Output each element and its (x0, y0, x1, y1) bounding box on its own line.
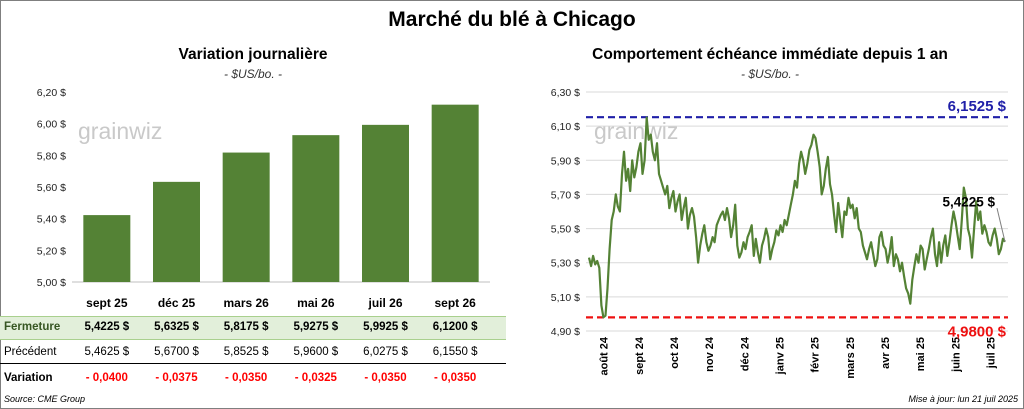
bar-category-label: déc 25 (158, 296, 196, 310)
table-cell-close: 5,9925 $ (363, 321, 408, 333)
table-row-variation: Variation - 0,0400 - 0,0375 - 0,0350 - 0,03… (0, 368, 506, 390)
update-note: Mise à jour: lun 21 juil 2025 (908, 394, 1018, 404)
previous-label: Précédent (4, 346, 57, 358)
reference-line-label: 6,1525 $ (948, 98, 1007, 115)
table-cell-prev: 5,9600 $ (293, 346, 339, 358)
table-cell-prev: 5,8525 $ (223, 346, 269, 358)
bar-category-label: mars 26 (223, 296, 269, 310)
watermark-logo: grainwiz (594, 118, 678, 144)
line-y-tick-label: 5,70 $ (551, 189, 580, 201)
table-cell-close: 5,4225 $ (84, 321, 130, 333)
bar (362, 124, 409, 282)
last-value-leader (996, 207, 1006, 242)
line-x-tick-label: juin 25 (950, 337, 962, 373)
bar (153, 181, 200, 282)
line-y-tick-label: 5,90 $ (551, 155, 580, 167)
line-x-tick-label: avr 25 (880, 337, 892, 369)
line-x-tick-label: oct 24 (669, 336, 681, 369)
line-y-tick-label: 5,30 $ (551, 258, 580, 270)
bar-category-label: sept 26 (434, 296, 476, 310)
table-cell-prev: 5,4625 $ (84, 346, 130, 358)
line-y-tick-label: 4,90 $ (551, 326, 580, 338)
line-x-tick-label: mai 25 (915, 337, 927, 371)
line-chart-subtitle: - $US/bo. - (740, 67, 800, 81)
bar-chart: 5,00 $ 5,20 $ 5,40 $ 5,60 $ 5,80 $ 6,00 $ 6,20… (37, 87, 490, 310)
bar-chart-title: Variation journalière (178, 46, 328, 63)
table-cell-close: 5,9275 $ (293, 321, 339, 333)
line-x-tick-label: mars 25 (845, 337, 857, 379)
table-cell-close: 5,8175 $ (223, 321, 269, 333)
table-row-close: Fermeture 5,4225 $ 5,6325 $ 5,8175 $ 5,9275… (0, 316, 506, 340)
bar-chart-subtitle: - $US/bo. - (223, 67, 283, 81)
bar-category-label: sept 25 (86, 296, 128, 310)
line-y-tick-label: 5,10 $ (551, 292, 580, 304)
bar-y-tick-label: 5,60 $ (37, 182, 66, 194)
table-cell-var: - 0,0350 (364, 372, 407, 384)
line-x-tick-label: juil 25 (985, 337, 997, 369)
line-x-tick-label: sept 24 (634, 336, 646, 375)
table-cell-prev: 6,0275 $ (363, 346, 408, 358)
line-chart-title: Comportement échéance immédiate depuis 1… (592, 46, 948, 63)
table-cell-var: - 0,0375 (155, 372, 198, 384)
table-cell-var: - 0,0350 (434, 372, 477, 384)
close-label: Fermeture (4, 321, 61, 333)
table-separator (0, 363, 506, 364)
last-value-label: 5,4225 $ (942, 194, 995, 209)
price-series-line (587, 116, 1006, 319)
table-cell-close: 5,6325 $ (154, 321, 199, 333)
bar-y-tick-label: 5,80 $ (37, 150, 66, 162)
bar (222, 152, 270, 282)
bar (292, 135, 340, 282)
line-x-tick-label: déc 24 (739, 336, 751, 371)
table-cell-prev: 6,1550 $ (432, 346, 478, 358)
table-cell-var: - 0,0325 (294, 372, 337, 384)
bar-category-label: juil 26 (367, 296, 402, 310)
table-cell-prev: 5,6700 $ (154, 346, 199, 358)
bar-y-tick-label: 5,00 $ (37, 277, 66, 289)
table-cell-var: - 0,0400 (85, 372, 128, 384)
table-cell-close: 6,1200 $ (432, 321, 478, 333)
line-chart: 4,90 $ 5,10 $ 5,30 $ 5,50 $ 5,70 $ 5,90 $ 6,10… (551, 87, 1008, 379)
line-y-tick-label: 6,30 $ (551, 87, 580, 99)
line-x-tick-label: févr 25 (810, 337, 822, 372)
line-y-tick-label: 6,10 $ (551, 121, 580, 133)
bar-y-tick-label: 5,40 $ (37, 214, 66, 226)
bar-y-tick-label: 6,00 $ (37, 119, 66, 131)
line-x-tick-label: août 24 (599, 336, 611, 375)
line-x-tick-label: janv 25 (774, 337, 786, 375)
line-x-tick-label: nov 24 (704, 336, 716, 372)
variation-label: Variation (4, 372, 53, 384)
watermark-logo: grainwiz (78, 118, 162, 144)
bar (83, 215, 131, 282)
reference-line-label: 4,9800 $ (948, 323, 1007, 340)
main-title: Marché du blé à Chicago (388, 8, 636, 31)
table-cell-var: - 0,0350 (225, 372, 268, 384)
bar-category-label: mai 26 (297, 296, 335, 310)
table-row-previous: Précédent 5,4625 $ 5,6700 $ 5,8525 $ 5,9600… (0, 342, 506, 364)
source-note: Source: CME Group (4, 394, 86, 404)
bar-y-tick-label: 5,20 $ (37, 245, 66, 257)
bar (431, 104, 479, 283)
line-y-tick-label: 5,50 $ (551, 224, 580, 236)
bar-y-tick-label: 6,20 $ (37, 87, 66, 99)
